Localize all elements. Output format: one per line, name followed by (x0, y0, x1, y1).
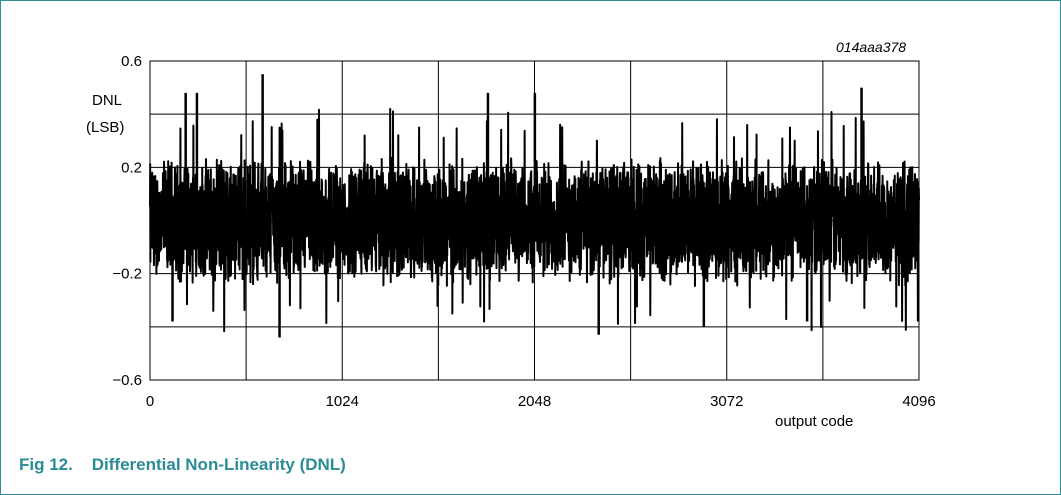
dnl-trace (149, 74, 920, 338)
figure-caption: Fig 12. Differential Non-Linearity (DNL) (19, 455, 346, 475)
y-axis-label-dnl: DNL (92, 92, 122, 109)
x-tick-label: 4096 (902, 393, 935, 410)
caption-title: Differential Non-Linearity (DNL) (91, 455, 346, 474)
x-tick-label: 2048 (518, 393, 551, 410)
y-tick-label: 0.2 (121, 159, 142, 176)
y-tick-labels: 0.6 0.2 −0.2 −0.6 (112, 53, 142, 389)
y-tick-label: −0.6 (112, 372, 142, 389)
plot-border (149, 60, 920, 381)
y-axis-label-unit: (LSB) (86, 119, 124, 136)
x-tick-label: 3072 (710, 393, 743, 410)
x-tick-label: 0 (146, 393, 154, 410)
y-tick-label: −0.2 (112, 266, 142, 283)
figure-id: 014aaa378 (836, 39, 906, 55)
y-tick-label: 0.6 (121, 53, 142, 70)
x-axis-label: output code (775, 413, 853, 430)
caption-number: Fig 12. (19, 455, 73, 474)
x-tick-label: 1024 (326, 393, 359, 410)
x-tick-labels: 0 1024 2048 3072 4096 (146, 393, 936, 410)
